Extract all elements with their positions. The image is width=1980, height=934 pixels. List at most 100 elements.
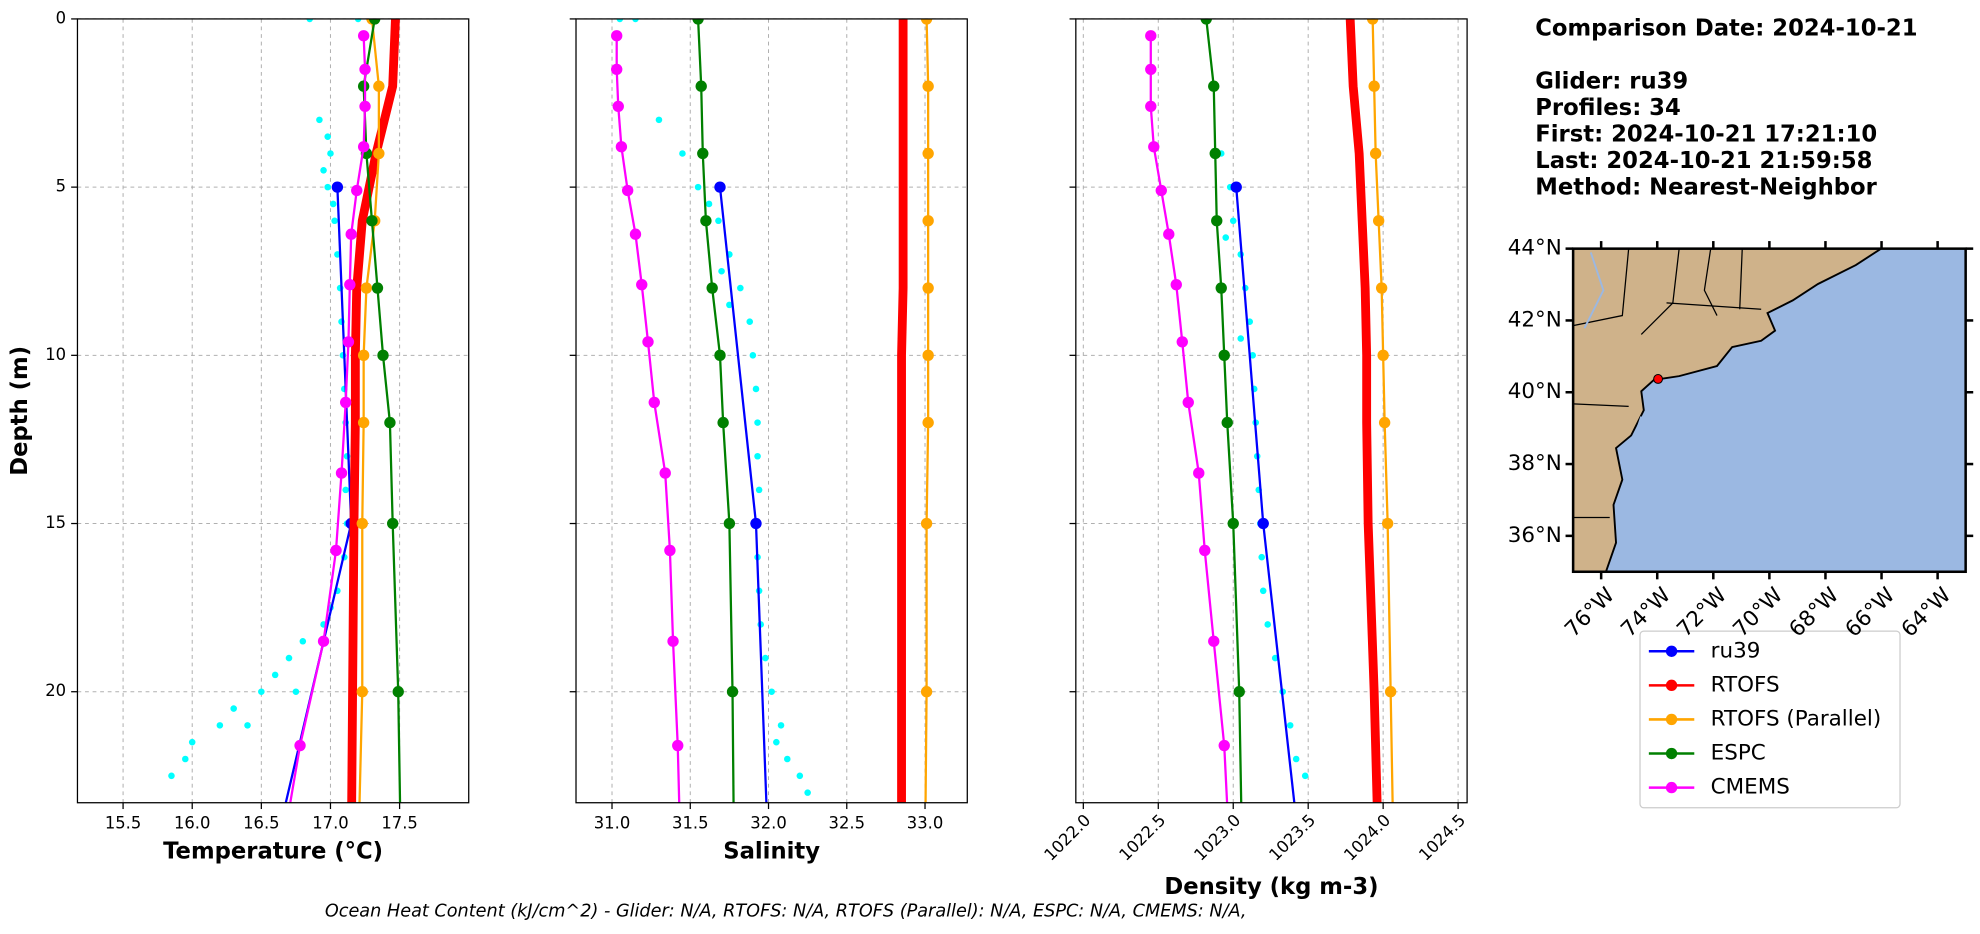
glider-point	[777, 722, 785, 729]
series-line	[1371, 18, 1394, 803]
series-marker	[1145, 100, 1157, 113]
series-marker	[899, 18, 907, 23]
legend-label: ru39	[1711, 638, 1761, 663]
series-marker	[1208, 80, 1220, 92]
series-marker	[750, 517, 762, 530]
series-marker	[1230, 181, 1242, 193]
glider-point	[292, 688, 300, 696]
axes-frame	[76, 18, 470, 804]
x-tick-label: 1023.0	[1190, 810, 1244, 864]
x-tick-label: 32.5	[829, 814, 866, 833]
series-marker	[922, 349, 934, 362]
legend-marker	[1665, 713, 1678, 726]
glider-point	[616, 18, 624, 23]
series-marker	[700, 215, 712, 227]
series-marker	[1199, 544, 1211, 557]
glider-point	[768, 688, 775, 696]
series-marker	[392, 686, 404, 698]
glider-point	[1229, 217, 1237, 225]
glider-point	[784, 755, 791, 763]
glider-point	[1222, 234, 1230, 241]
map-y-tick-label: 44°N	[1508, 236, 1562, 261]
glider-point	[762, 654, 769, 662]
x-tick-label: 17.0	[312, 814, 349, 833]
plot-area	[1145, 18, 1399, 865]
series-marker	[1355, 149, 1363, 158]
series-marker	[897, 418, 906, 427]
glider-point	[329, 200, 337, 208]
glider-point	[773, 738, 780, 746]
glider-point	[796, 772, 804, 780]
series-marker	[664, 544, 676, 557]
series-marker	[1349, 82, 1357, 90]
glider-point	[331, 217, 338, 225]
series-marker	[1221, 416, 1233, 429]
map-y-tick-label: 38°N	[1508, 451, 1562, 476]
y-tick-label: 0	[56, 8, 66, 27]
x-tick-label: 16.0	[174, 814, 210, 833]
series-marker	[898, 856, 906, 864]
footer: Ocean Heat Content (kJ/cm^2) - Glider: N…	[325, 901, 1247, 921]
x-tick-label: 1023.5	[1265, 810, 1319, 864]
x-tick-label: 1022.0	[1040, 810, 1094, 864]
glider-point	[188, 738, 196, 746]
glider-point	[1258, 553, 1265, 561]
land	[1572, 247, 1885, 573]
series-marker	[1378, 416, 1391, 429]
info-line: Profiles: 34	[1535, 95, 1681, 121]
series-marker	[1362, 351, 1371, 360]
x-axis-label: Density (kg m-3)	[1164, 874, 1378, 900]
series-marker	[335, 467, 348, 479]
series-marker	[611, 63, 623, 76]
series-marker	[899, 82, 907, 90]
series-marker	[356, 686, 368, 698]
series-line	[1345, 18, 1382, 803]
series-line	[897, 18, 908, 803]
x-tick-label: 31.0	[594, 814, 631, 833]
glider-point	[316, 116, 323, 124]
x-axis-label: Temperature (°C)	[163, 838, 383, 864]
series-marker	[1362, 418, 1371, 427]
series-marker	[726, 686, 739, 698]
series-marker	[920, 18, 933, 25]
glider-point	[694, 183, 702, 191]
series-marker	[611, 30, 623, 42]
series-marker	[1388, 854, 1399, 865]
series-marker	[350, 519, 358, 528]
glider-point	[1237, 335, 1245, 342]
glider-point	[749, 352, 757, 359]
x-tick-label: 1024.5	[1415, 810, 1469, 864]
series-marker	[714, 349, 726, 362]
map-base	[1571, 247, 1967, 574]
series-marker	[359, 63, 371, 76]
series-marker	[899, 216, 907, 225]
series-marker	[1375, 856, 1383, 864]
series-marker	[1170, 279, 1182, 291]
series-marker	[351, 418, 360, 427]
glider-point	[715, 217, 722, 225]
x-tick-label: 15.5	[105, 814, 142, 833]
series-marker	[612, 100, 624, 113]
glider-point	[306, 18, 314, 23]
y-axis-label: Depth (m)	[7, 346, 33, 476]
series-marker	[675, 861, 686, 872]
map-y-tick-label: 36°N	[1508, 523, 1562, 548]
glider-point	[285, 654, 293, 662]
series-marker	[899, 149, 907, 158]
series-marker	[1233, 686, 1245, 698]
series-marker	[1358, 216, 1366, 225]
y-tick-label: 10	[45, 345, 66, 364]
series-marker	[357, 30, 370, 42]
series-marker	[922, 80, 934, 92]
series-marker	[672, 739, 684, 752]
series-marker	[345, 228, 357, 240]
x-axis-label: Salinity	[723, 838, 820, 864]
series-marker	[358, 216, 367, 225]
x-tick-label: 17.5	[381, 814, 418, 833]
series-marker	[1218, 739, 1230, 752]
series-marker	[357, 141, 370, 153]
series-line	[924, 18, 930, 803]
glider-point	[324, 133, 331, 140]
series-marker	[1211, 215, 1223, 227]
series-marker	[1218, 349, 1230, 362]
